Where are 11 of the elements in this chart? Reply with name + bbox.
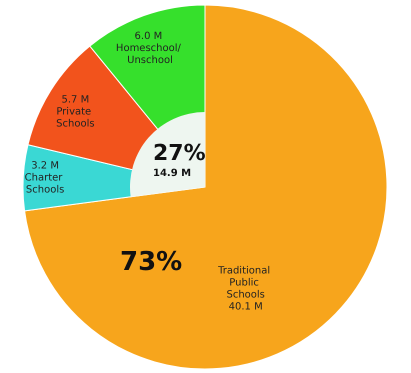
slice-label: Private Schools [56,106,95,130]
data-label: 40.1 M [228,301,263,312]
text: 73% [120,247,182,277]
data-label: 3.2 M [31,160,59,172]
slice-label: Traditional Public Schools [217,265,274,300]
slice-label: Charter Schools [24,172,66,196]
text: 27% [153,141,206,166]
data-label: 6.0 M [134,30,162,42]
text: 14.9 M [153,168,192,179]
data-label: 5.7 M [61,94,90,106]
slice-label: Homeschool/ Unschool [116,42,182,66]
